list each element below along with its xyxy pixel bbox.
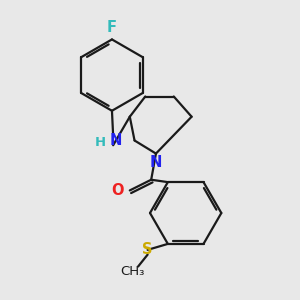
Text: N: N: [109, 133, 122, 148]
Text: O: O: [111, 183, 124, 198]
Text: S: S: [142, 242, 153, 257]
Text: N: N: [150, 155, 162, 170]
Text: F: F: [107, 20, 117, 35]
Text: CH₃: CH₃: [120, 265, 144, 278]
Text: H: H: [94, 136, 106, 149]
